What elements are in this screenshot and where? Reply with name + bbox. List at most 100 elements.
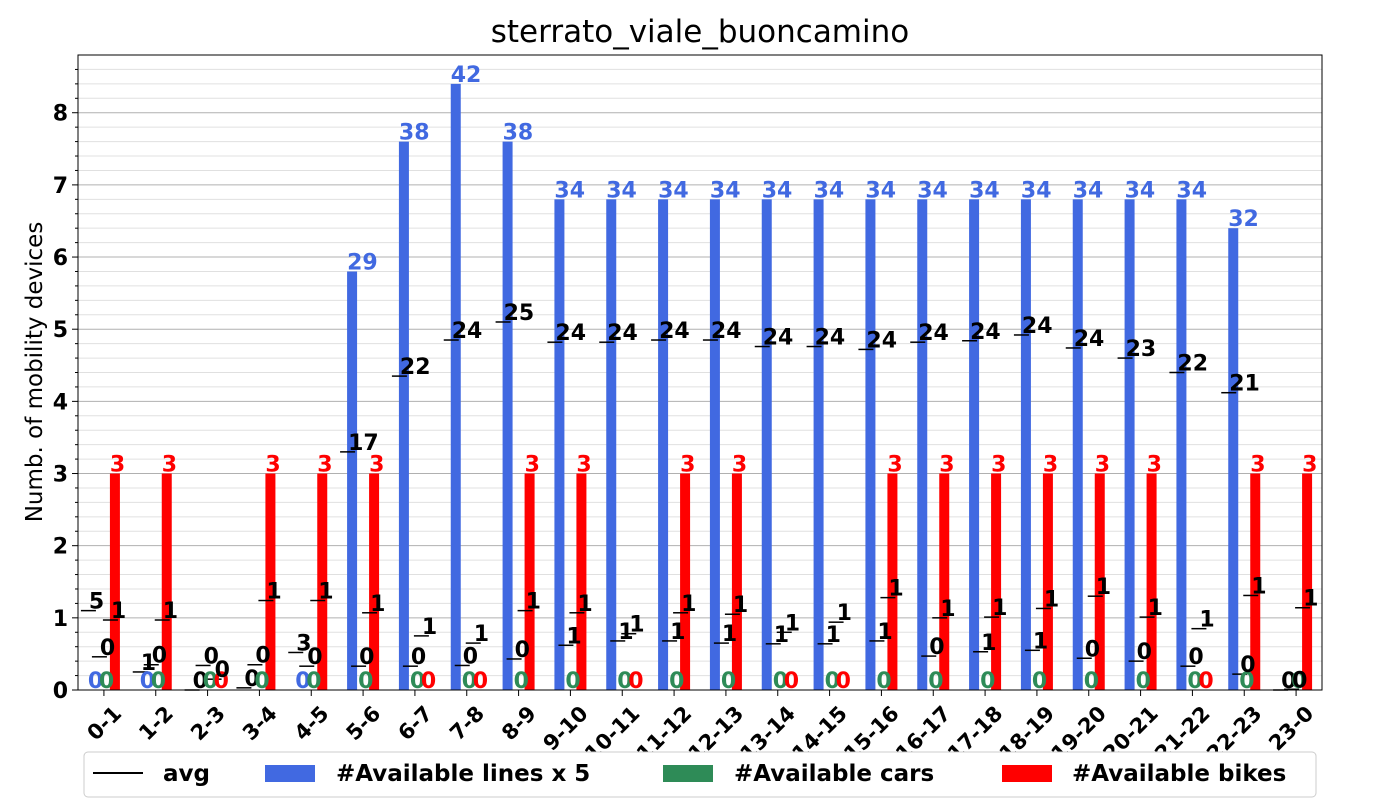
legend-lines-swatch xyxy=(265,765,315,782)
bar-value-label: 3 xyxy=(887,453,902,478)
bar-value-label: 29 xyxy=(347,250,378,275)
bar xyxy=(1176,199,1187,690)
avg-value-label: 1 xyxy=(1303,587,1318,612)
avg-value-label: 1 xyxy=(785,611,800,636)
avg-value-label: 0 xyxy=(411,645,426,670)
bar-value-label: 38 xyxy=(503,121,534,146)
bar-value-label: 0 xyxy=(1198,669,1213,694)
x-tick-label: 0-1 xyxy=(82,701,126,745)
avg-value-label: 1 xyxy=(1044,587,1059,612)
bar xyxy=(265,473,276,690)
avg-value-label: 24 xyxy=(763,326,794,351)
bar-value-label: 3 xyxy=(369,453,384,478)
y-axis-ticks: 0 1 2 3 4 5 6 7 8 xyxy=(53,68,78,704)
grid-lines xyxy=(78,68,1322,677)
bar-value-label: 0 xyxy=(151,669,166,694)
bar-value-label: 0 xyxy=(617,669,632,694)
bar xyxy=(939,473,950,690)
bar-value-label: 3 xyxy=(991,453,1006,478)
avg-value-label: 1 xyxy=(318,580,333,605)
x-tick-label: 1-2 xyxy=(134,701,178,745)
avg-value-label: 0 xyxy=(1137,640,1152,665)
bar-value-label: 0 xyxy=(214,669,229,694)
bar xyxy=(969,199,980,690)
bar-value-label: 38 xyxy=(399,121,430,146)
bar-value-label: 34 xyxy=(1021,178,1052,203)
avg-value-label: 0 xyxy=(100,636,115,661)
avg-value-label: 0 xyxy=(244,667,259,692)
avg-value-label: 3 xyxy=(296,631,311,656)
bar xyxy=(813,199,824,690)
avg-value-label: 1 xyxy=(566,624,581,649)
bar-value-label: 3 xyxy=(317,453,332,478)
y-tick-label: 7 xyxy=(53,174,68,199)
bar-value-label: 0 xyxy=(980,669,995,694)
avg-value-label: 1 xyxy=(826,623,841,648)
avg-value-label: 1 xyxy=(577,592,592,617)
bar xyxy=(347,271,358,690)
avg-value-label: 24 xyxy=(659,319,690,344)
avg-value-label: 0 xyxy=(515,638,530,663)
x-tick-label: 7-8 xyxy=(445,701,489,745)
avg-value-label: 22 xyxy=(400,355,431,380)
avg-value-label: 0 xyxy=(1292,668,1307,693)
bar-value-label: 3 xyxy=(576,453,591,478)
bar xyxy=(1042,473,1053,690)
avg-value-label: 24 xyxy=(918,321,949,346)
bar-value-label: 3 xyxy=(732,453,747,478)
avg-value-label: 21 xyxy=(1229,372,1260,397)
bar-value-label: 34 xyxy=(606,178,637,203)
bars xyxy=(109,83,1313,690)
bar xyxy=(1302,473,1313,690)
bar xyxy=(1228,228,1239,690)
bar xyxy=(1094,473,1105,690)
x-tick-label: 23-0 xyxy=(1264,701,1318,755)
bar-value-label: 3 xyxy=(939,453,954,478)
bar-value-label: 34 xyxy=(814,178,845,203)
bar-value-label: 34 xyxy=(1125,178,1156,203)
avg-value-label: 0 xyxy=(193,669,208,694)
avg-value-label: 24 xyxy=(711,319,742,344)
bar-value-label: 0 xyxy=(203,669,218,694)
bar xyxy=(317,473,328,690)
bar xyxy=(606,199,617,690)
bar xyxy=(576,473,587,690)
bar-value-label: 3 xyxy=(1147,453,1162,478)
avg-value-label: 24 xyxy=(866,328,897,353)
bar-value-label: 0 xyxy=(306,669,321,694)
bar xyxy=(369,473,380,690)
legend-bikes-swatch xyxy=(1002,765,1052,782)
avg-value-label: 5 xyxy=(89,590,104,615)
y-tick-label: 4 xyxy=(53,390,68,415)
avg-value-label: 24 xyxy=(452,319,483,344)
bar-value-label: 3 xyxy=(1250,453,1265,478)
x-tick-label: 2-3 xyxy=(186,701,230,745)
avg-value-label: 24 xyxy=(1022,314,1053,339)
avg-value-label: 24 xyxy=(555,321,586,346)
bar xyxy=(1250,473,1261,690)
bar xyxy=(1124,199,1135,690)
bar-value-label: 0 xyxy=(254,669,269,694)
bar-value-label: 34 xyxy=(865,178,896,203)
avg-value-label: 1 xyxy=(526,590,541,615)
avg-value-label: 1 xyxy=(370,592,385,617)
y-tick-label: 6 xyxy=(53,246,68,271)
bar-value-label: 0 xyxy=(1187,669,1202,694)
bar-value-label: 0 xyxy=(1291,669,1306,694)
y-tick-label: 8 xyxy=(53,102,68,127)
avg-value-label: 1 xyxy=(774,623,789,648)
y-tick-label: 5 xyxy=(53,318,68,343)
bar-value-label: 0 xyxy=(773,669,788,694)
avg-value-label: 1 xyxy=(422,615,437,640)
bar-value-label: 32 xyxy=(1228,207,1259,232)
bar-value-label: 0 xyxy=(876,669,891,694)
avg-value-label: 22 xyxy=(1177,352,1208,377)
bar xyxy=(761,199,772,690)
avg-value-label: 0 xyxy=(1240,653,1255,678)
avg-value-label: 1 xyxy=(837,601,852,626)
bar-value-label: 0 xyxy=(628,669,643,694)
bar-value-label: 3 xyxy=(1302,453,1317,478)
bar xyxy=(1072,199,1083,690)
bar-value-label: 0 xyxy=(669,669,684,694)
